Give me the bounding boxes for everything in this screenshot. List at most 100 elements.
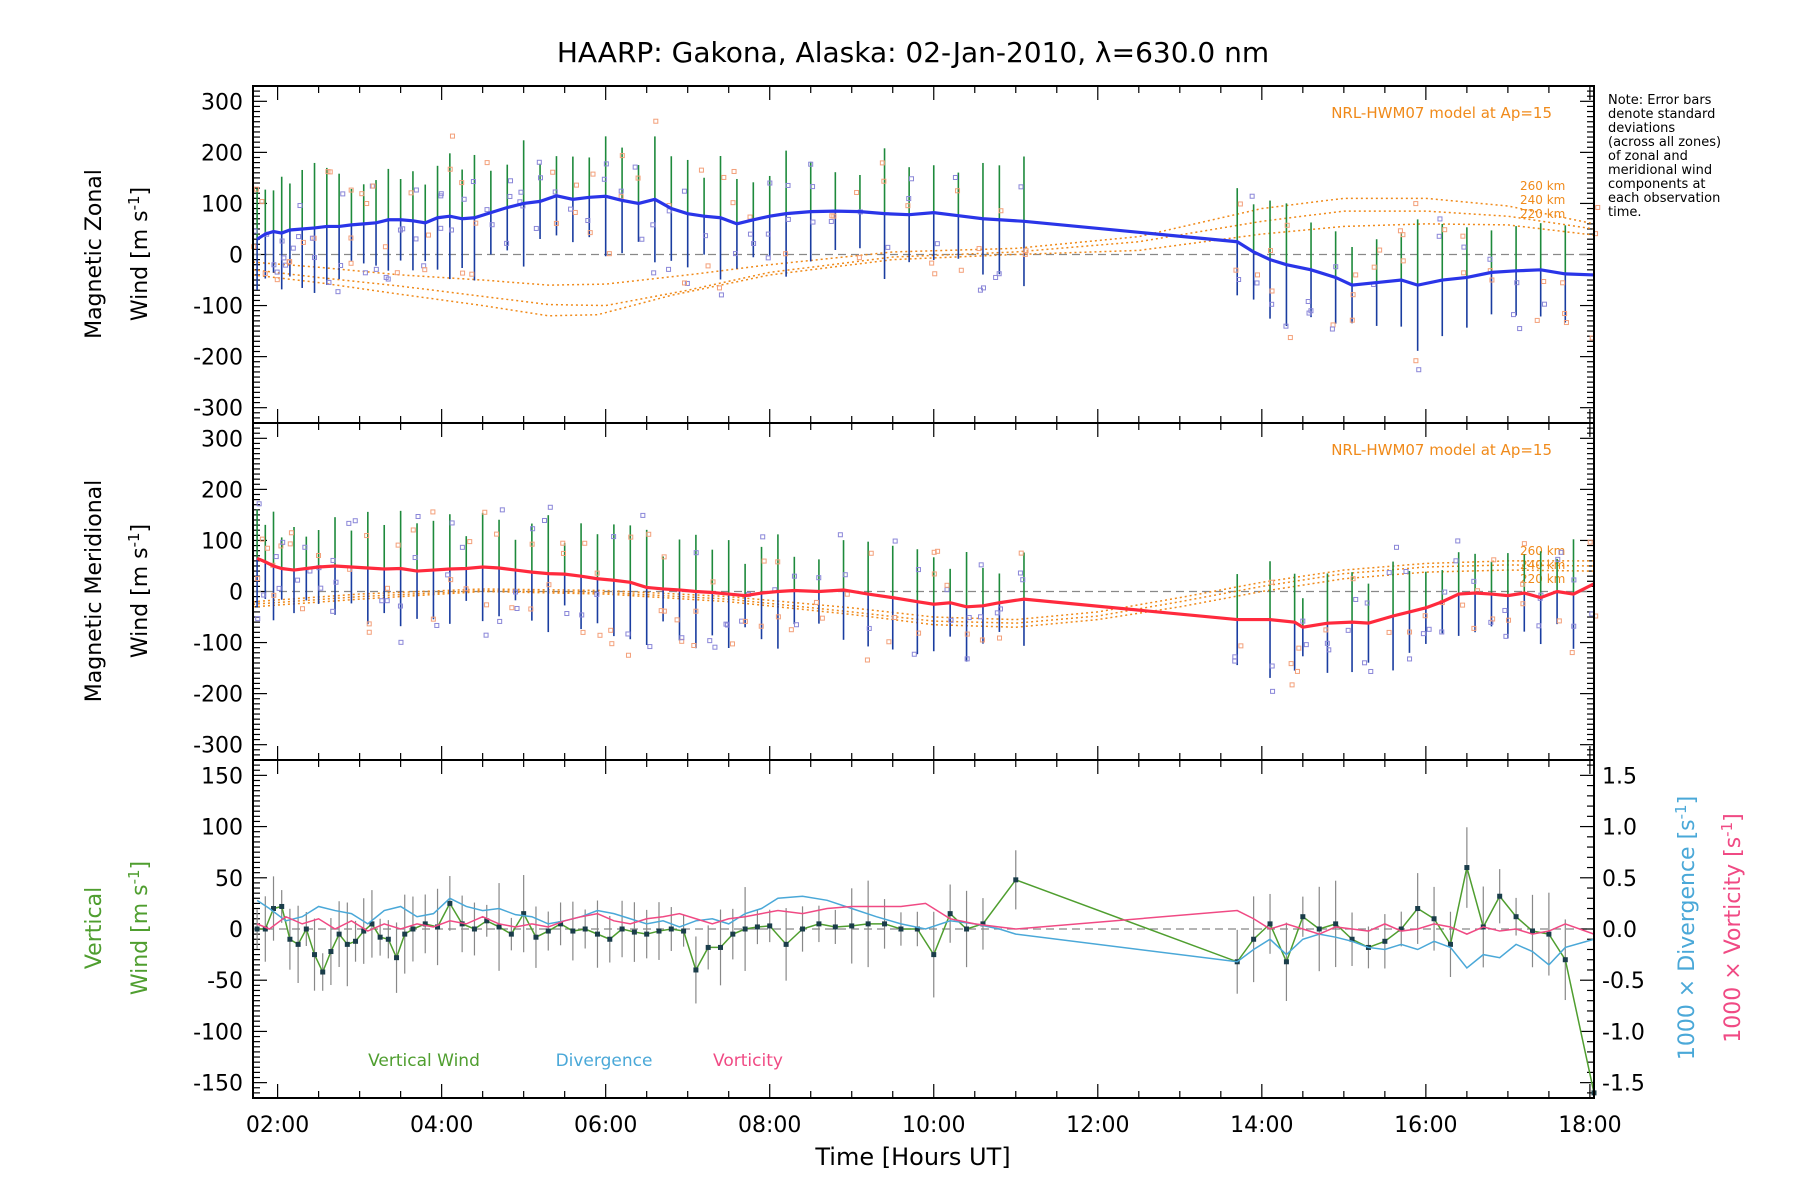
zone-point xyxy=(413,187,419,193)
zone-point xyxy=(311,255,317,261)
zone-point xyxy=(326,279,332,285)
zone-point xyxy=(1407,656,1413,662)
vertical-ylabel-close: ] xyxy=(128,861,153,870)
zone-point xyxy=(594,570,600,576)
zone-point xyxy=(1489,277,1495,283)
zone-point xyxy=(693,608,699,614)
zone-point xyxy=(1269,301,1275,307)
zone-point xyxy=(296,234,302,240)
model-altitude-label: 220 km xyxy=(1520,207,1565,221)
zone-point xyxy=(747,231,753,237)
zone-point xyxy=(497,618,503,624)
zone-point xyxy=(1305,298,1311,304)
vertical-wind-point xyxy=(1497,893,1503,899)
zone-point xyxy=(286,259,292,265)
note-line: Note: Error bars xyxy=(1608,93,1712,108)
zone-point xyxy=(609,641,615,647)
zone-point xyxy=(259,199,265,205)
note-line: denote standard xyxy=(1608,107,1715,122)
zone-point xyxy=(425,232,431,238)
vertical-wind-point xyxy=(312,952,318,958)
zone-point xyxy=(1520,601,1526,607)
zone-point xyxy=(1502,607,1508,613)
vertical-wind-point xyxy=(693,967,699,973)
zone-point xyxy=(628,534,634,540)
zone-point xyxy=(276,585,282,591)
zone-point xyxy=(449,520,455,526)
zone-point xyxy=(966,615,972,621)
zone-point xyxy=(808,161,814,167)
zone-point xyxy=(546,582,552,588)
vertical-wind-point xyxy=(947,911,953,917)
zone-point xyxy=(1237,201,1243,207)
divergence-axis-label: 1000 × Divergence [s-1] xyxy=(1672,796,1700,1060)
zone-point xyxy=(958,267,964,273)
vertical-wind-point xyxy=(533,934,539,940)
zone-point xyxy=(1018,550,1024,556)
vertical-wind-point xyxy=(303,926,309,932)
note-line: time. xyxy=(1608,205,1642,220)
zone-point xyxy=(1420,631,1426,637)
zone-point xyxy=(1364,600,1370,606)
vertical-wind-point xyxy=(607,936,613,942)
zone-point xyxy=(1413,358,1419,364)
vertical-wind-point xyxy=(361,928,367,934)
zone-point xyxy=(528,606,534,612)
zone-point xyxy=(1303,642,1309,648)
vertical-wind-point xyxy=(681,928,687,934)
zone-point xyxy=(348,260,354,266)
x-tick-label: 16:00 xyxy=(1394,1113,1457,1138)
zone-point xyxy=(508,178,514,184)
zone-point xyxy=(379,598,385,604)
zone-point xyxy=(731,168,737,174)
zone-point xyxy=(955,188,961,194)
divergence-label-text: 1000 × Divergence [s xyxy=(1675,819,1700,1060)
vertical-wind-point xyxy=(1251,936,1257,942)
vertical-wind-point xyxy=(964,926,970,932)
zone-point xyxy=(430,616,436,622)
zone-point xyxy=(594,591,600,597)
zone-point xyxy=(758,623,764,629)
vertical-wind-point xyxy=(328,949,334,955)
zone-point xyxy=(1269,663,1275,669)
zone-point xyxy=(274,277,280,283)
zone-point xyxy=(1490,616,1496,622)
y-tick-label: -200 xyxy=(193,683,243,708)
vertical-wind-point xyxy=(1529,928,1535,934)
zone-point xyxy=(568,206,574,212)
zone-point xyxy=(340,191,346,197)
zone-point xyxy=(601,176,607,182)
vertical-wind-point xyxy=(800,926,806,932)
zone-point xyxy=(1386,570,1392,576)
vertical-wind-point xyxy=(508,931,514,937)
zone-point xyxy=(647,644,653,650)
vertical-wind-point xyxy=(754,924,760,930)
vertical-wind-point xyxy=(1415,906,1421,912)
zone-point xyxy=(1345,627,1351,633)
zone-point xyxy=(964,631,970,637)
zone-point xyxy=(979,637,985,643)
zonal-ylabel-close: ] xyxy=(128,187,153,196)
meridional-ylabel-text: Wind [m s xyxy=(128,547,153,658)
zone-point xyxy=(382,244,388,250)
vorticity-label-close: ] xyxy=(1721,813,1746,822)
vertical-wind-point xyxy=(1013,877,1019,883)
zone-point xyxy=(279,238,285,244)
vertical-wind-point xyxy=(1513,914,1519,920)
vertical-wind-point xyxy=(570,928,576,934)
zone-point xyxy=(384,598,390,604)
zone-point xyxy=(564,611,570,617)
zone-point xyxy=(775,614,781,620)
zone-point xyxy=(653,118,659,124)
zone-point xyxy=(461,196,467,202)
zone-point xyxy=(1471,625,1477,631)
zone-point xyxy=(470,179,476,185)
zone-point xyxy=(1439,629,1445,635)
model-curve xyxy=(252,197,1595,286)
zone-point xyxy=(892,614,898,620)
zone-point xyxy=(1300,618,1306,624)
zone-point xyxy=(929,260,935,266)
y2-tick-label: -0.5 xyxy=(1602,969,1645,994)
zone-point xyxy=(1587,539,1593,545)
vertical-plot-frame xyxy=(252,759,1595,1099)
